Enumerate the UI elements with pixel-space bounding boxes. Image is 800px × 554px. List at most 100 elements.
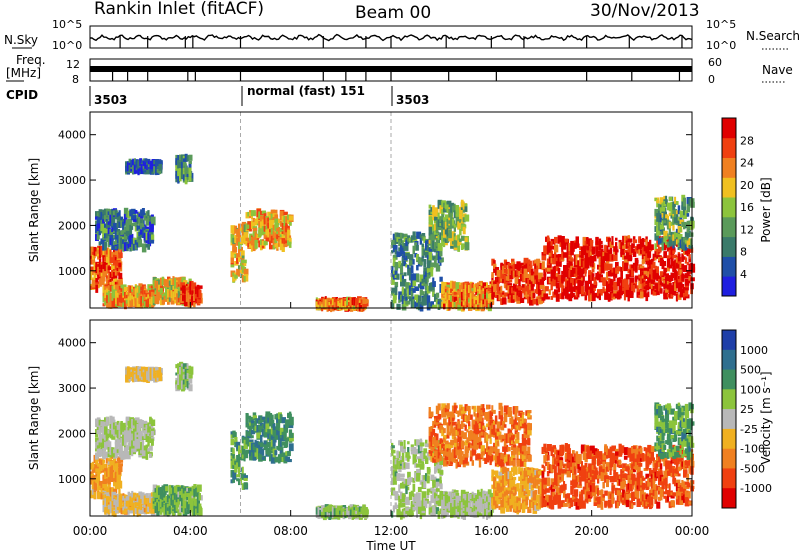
freq-tick-bottom: 8 xyxy=(72,73,79,86)
heatmap-cell xyxy=(114,431,119,435)
heatmap-cell xyxy=(114,439,119,445)
heatmap-cell xyxy=(102,255,106,261)
heatmap-cell xyxy=(480,300,484,310)
heatmap-cell xyxy=(573,273,579,277)
heatmap-cell xyxy=(555,273,559,277)
heatmap-cell xyxy=(586,264,590,269)
heatmap-cell xyxy=(104,224,109,234)
heatmap-cell xyxy=(270,228,274,235)
heatmap-cell xyxy=(114,488,118,494)
heatmap-cell xyxy=(686,230,691,236)
heatmap-cell xyxy=(457,244,460,252)
heatmap-cell xyxy=(658,222,661,229)
heatmap-cell xyxy=(412,299,415,308)
heatmap-cell xyxy=(672,234,675,241)
heatmap-cell xyxy=(118,498,122,502)
heatmap-cell xyxy=(159,287,163,295)
heatmap-cell xyxy=(172,276,175,285)
heatmap-cell xyxy=(527,263,530,273)
heatmap-cell xyxy=(435,231,440,239)
heatmap-cell xyxy=(679,227,682,232)
heatmap-cell xyxy=(109,271,112,279)
heatmap-cell xyxy=(163,497,166,501)
heatmap-cell xyxy=(607,241,611,248)
heatmap-cell xyxy=(111,273,114,281)
heatmap-cell xyxy=(518,268,522,272)
heatmap-cell xyxy=(640,249,643,254)
heatmap-cell xyxy=(129,424,133,431)
heatmap-cell xyxy=(460,301,463,307)
heatmap-cell xyxy=(466,299,469,306)
heatmap-cell xyxy=(661,277,667,282)
heatmap-cell xyxy=(421,278,427,284)
heatmap-cell xyxy=(638,236,641,244)
heatmap-cell xyxy=(125,426,128,436)
nsky-tick-top: 10^5 xyxy=(52,18,82,31)
heatmap-cell xyxy=(654,283,658,289)
heatmap-cell xyxy=(575,289,579,298)
heatmap-cell xyxy=(683,197,686,207)
heatmap-cell xyxy=(118,262,122,268)
heatmap-cell xyxy=(632,284,636,293)
heatmap-cell xyxy=(281,223,284,230)
heatmap-cell xyxy=(430,207,434,212)
heatmap-cell xyxy=(96,212,100,217)
y-tick-label: 4000 xyxy=(58,129,86,142)
heatmap-cell xyxy=(620,279,623,284)
heatmap-cell xyxy=(122,435,125,443)
heatmap-cell xyxy=(283,215,286,221)
heatmap-cell xyxy=(118,235,121,244)
heatmap-cell xyxy=(96,423,100,427)
heatmap-cell xyxy=(114,224,118,233)
heatmap-cell xyxy=(175,494,180,503)
heatmap-cell xyxy=(658,203,661,212)
heatmap-cell xyxy=(554,244,559,253)
heatmap-cell xyxy=(566,243,570,252)
heatmap-cell xyxy=(109,249,112,256)
heatmap-cell xyxy=(102,269,106,278)
heatmap-cell xyxy=(570,265,574,274)
heatmap-cell xyxy=(279,228,283,232)
heatmap-cell xyxy=(181,485,184,492)
heatmap-cell xyxy=(177,176,180,184)
heatmap-cell xyxy=(118,480,123,489)
heatmap-cell xyxy=(670,285,674,295)
heatmap-cell xyxy=(177,277,180,285)
heatmap-cell xyxy=(133,292,136,302)
heatmap-cell xyxy=(686,213,690,217)
heatmap-cell xyxy=(230,263,235,268)
heatmap-cell xyxy=(561,290,565,300)
heatmap-cell xyxy=(96,430,100,435)
heatmap-cell xyxy=(131,440,135,449)
y-tick-label: 3000 xyxy=(58,174,86,187)
heatmap-cell xyxy=(132,216,136,222)
heatmap-cell xyxy=(428,232,432,239)
heatmap-cell xyxy=(134,244,138,250)
heatmap-cell xyxy=(179,166,183,174)
heatmap-cell xyxy=(100,460,103,465)
heatmap-cell xyxy=(450,212,453,221)
heatmap-cell xyxy=(234,274,238,279)
heatmap-cell xyxy=(561,236,565,245)
heatmap-cell xyxy=(319,301,323,307)
heatmap-cell xyxy=(232,276,235,282)
heatmap-cell xyxy=(364,300,369,304)
heatmap-cell xyxy=(186,487,189,494)
heatmap-cell xyxy=(686,203,690,213)
heatmap-cell xyxy=(184,499,188,504)
heatmap-cell xyxy=(125,241,128,246)
heatmap-cell xyxy=(131,490,134,500)
heatmap-cell xyxy=(417,295,422,302)
heatmap-cell xyxy=(609,291,612,296)
heatmap-cell xyxy=(425,283,428,291)
heatmap-cell xyxy=(480,287,483,294)
heatmap-cell xyxy=(453,203,456,209)
heatmap-cell xyxy=(186,155,190,162)
heatmap-cell xyxy=(555,266,560,272)
heatmap-cell xyxy=(437,254,441,264)
heatmap-cell xyxy=(153,166,157,174)
heatmap-cell xyxy=(661,259,664,263)
heatmap-cell xyxy=(238,257,241,262)
heatmap-cell xyxy=(652,261,656,269)
heatmap-cell xyxy=(520,262,525,266)
